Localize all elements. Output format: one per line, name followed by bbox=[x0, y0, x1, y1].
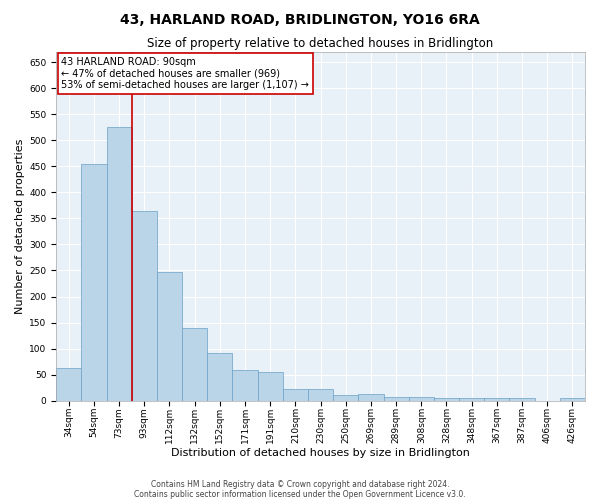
Bar bbox=[232, 370, 257, 400]
Bar bbox=[182, 328, 207, 400]
Bar bbox=[409, 397, 434, 400]
Bar bbox=[484, 398, 509, 400]
Y-axis label: Number of detached properties: Number of detached properties bbox=[15, 138, 25, 314]
Bar bbox=[358, 394, 383, 400]
Text: 43, HARLAND ROAD, BRIDLINGTON, YO16 6RA: 43, HARLAND ROAD, BRIDLINGTON, YO16 6RA bbox=[120, 12, 480, 26]
Bar bbox=[560, 398, 585, 400]
Bar bbox=[107, 127, 131, 400]
Bar bbox=[157, 272, 182, 400]
Bar bbox=[333, 396, 358, 400]
Bar bbox=[283, 389, 308, 400]
Bar bbox=[434, 398, 459, 400]
Bar bbox=[56, 368, 82, 400]
Title: Size of property relative to detached houses in Bridlington: Size of property relative to detached ho… bbox=[148, 38, 494, 51]
Text: Contains HM Land Registry data © Crown copyright and database right 2024.
Contai: Contains HM Land Registry data © Crown c… bbox=[134, 480, 466, 499]
Bar bbox=[509, 398, 535, 400]
Bar bbox=[82, 164, 107, 400]
Text: 43 HARLAND ROAD: 90sqm
← 47% of detached houses are smaller (969)
53% of semi-de: 43 HARLAND ROAD: 90sqm ← 47% of detached… bbox=[61, 57, 310, 90]
X-axis label: Distribution of detached houses by size in Bridlington: Distribution of detached houses by size … bbox=[171, 448, 470, 458]
Bar bbox=[383, 397, 409, 400]
Bar bbox=[131, 210, 157, 400]
Bar bbox=[207, 353, 232, 401]
Bar bbox=[459, 398, 484, 400]
Bar bbox=[257, 372, 283, 400]
Bar bbox=[308, 389, 333, 400]
